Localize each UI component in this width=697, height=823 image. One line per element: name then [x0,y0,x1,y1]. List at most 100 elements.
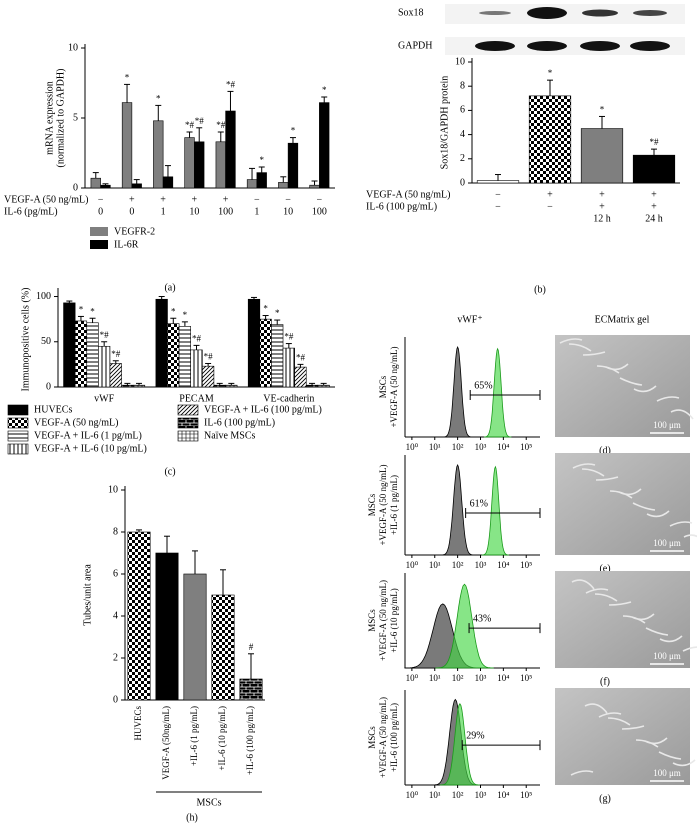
y-tick-label: 8 [460,80,465,91]
micrograph-texture [570,703,696,776]
y-tick-label: 100 [36,291,51,302]
y-axis-label: MSCs [378,375,388,398]
legend-swatch [177,430,199,442]
legend-swatch [7,417,29,429]
bar [63,302,76,388]
scale-bar-label: 100 μm [653,768,681,778]
column-title: vWF⁺ [457,314,482,325]
row-value: + [651,201,657,212]
row-value: 0 [98,206,103,217]
group-label: MSCs [196,797,221,808]
bar [155,552,179,701]
y-tick-label: 2 [460,153,465,164]
y-axis-label: MSCs [367,493,377,516]
bar [259,318,272,388]
y-axis-label: Tubes/unit area [82,564,93,626]
panel-label: (d) [599,445,611,456]
x-tick-label: +IL-6 (100 pg/mL) [245,706,255,775]
row-value: + [160,194,166,205]
legend-swatch [90,240,108,249]
x-tick-label: 10² [452,442,464,452]
significance-label: *# [204,352,214,362]
bar [287,142,299,189]
significance-label: * [90,306,95,316]
legend-label: VEGF-A + IL-6 (10 pg/mL) [34,443,147,454]
bar [247,298,261,388]
y-axis-label: +IL-6 (10 pg/mL) [389,588,399,653]
bar [184,137,195,189]
x-tick-label: 10³ [475,790,487,800]
micrograph [555,571,690,668]
x-tick-label: 10⁰ [406,560,419,570]
row-value: − [98,194,104,205]
bar [131,183,142,189]
y-tick-label: 5 [73,112,78,123]
legend-label: VEGF-A (50 ng/mL) [34,417,118,428]
bar [190,349,203,388]
x-tick-label: HUVECs [133,706,143,741]
bar [86,322,99,388]
y-tick-label: 0 [46,381,51,392]
significance-label: *# [100,330,110,340]
x-tick-label: 10⁵ [520,442,532,452]
row-value: + [599,189,605,200]
bar [132,384,146,388]
legend-swatch [90,227,108,236]
significance-label: *# [650,137,660,147]
significance-label: *# [195,116,205,126]
y-axis-label: mRNA expression [44,81,55,155]
significance-label: * [322,85,327,95]
histogram-vwf [483,347,512,438]
row-value: + [223,194,229,205]
row-value: − [254,194,260,205]
blot-label: Sox18 [398,7,424,18]
legend-label: VEGF-A + IL-6 (100 pg/mL) [204,404,322,415]
y-axis-label: +VEGF-A (50 ng/mL) [378,697,388,778]
row-value: 1 [161,206,166,217]
x-tick-label: 10⁴ [497,560,509,570]
gate-label: 61% [470,498,488,509]
significance-label: # [249,642,254,652]
legend-label: Naïve MSCs [204,430,256,441]
row-value: + [599,201,605,212]
y-axis-label: Immunopositive cells (%) [20,288,31,392]
row-label: VEGF-A (50 ng/mL) [366,189,450,200]
bar [580,128,624,184]
y-tick-label: 0 [73,182,78,193]
bar [100,184,111,189]
y-tick-label: 8 [113,526,118,537]
gate-label: 65% [474,380,492,391]
row-label: IL-6 (pg/mL) [4,206,58,217]
x-tick-label: 10⁴ [497,790,509,800]
panel-label: (h) [186,812,198,823]
legend-label: VEGFR-2 [114,226,155,237]
legend-label: IL-6R [114,239,139,250]
bar [294,366,307,388]
scale-bar-label: 100 μm [653,420,681,430]
bar [74,320,88,388]
row-value: 1 [254,206,259,217]
x-tick-label: 10² [452,790,464,800]
bar [167,323,180,388]
x-tick-label: +IL-6 (1 pg/mL) [189,706,199,766]
bar [278,182,289,189]
y-tick-label: 10 [68,42,78,53]
significance-label: * [79,304,84,314]
legend-label: VEGF-A + IL-6 (1 pg/mL) [34,430,142,441]
bar [271,324,284,388]
bar [98,345,111,388]
x-tick-label: PECAM [179,393,214,404]
row-value: 12 h [593,213,611,224]
y-tick-label: 6 [460,105,465,116]
row-value: + [129,194,135,205]
y-axis-label: MSCs [367,609,377,632]
micrograph-texture [559,338,694,420]
row-value: − [495,201,501,212]
x-tick-label: VEGF-A (50ng/mL) [161,706,171,780]
significance-label: *# [226,79,236,89]
significance-label: *# [111,349,121,359]
x-tick-label: 10⁰ [406,442,419,452]
y-tick-label: 6 [113,568,118,579]
bar [528,95,572,184]
bar [162,176,174,189]
